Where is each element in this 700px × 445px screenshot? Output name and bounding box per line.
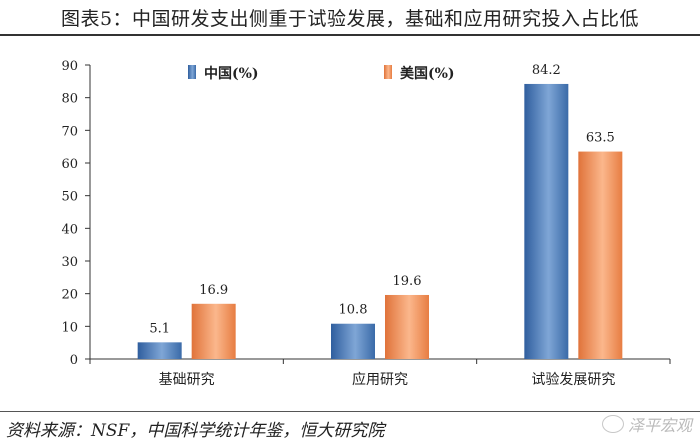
- bar-usa: [385, 294, 429, 359]
- bar-usa: [191, 303, 236, 359]
- chart-title: 图表5：中国研发支出侧重于试验发展，基础和应用研究投入占比低: [60, 8, 640, 30]
- bar-usa: [578, 151, 623, 359]
- y-tick-label: 60: [61, 157, 78, 172]
- data-label: 5.1: [149, 321, 170, 336]
- y-tick-label: 30: [61, 255, 78, 270]
- data-label: 84.2: [532, 63, 561, 78]
- legend-label: 美国(%): [400, 65, 455, 82]
- data-label: 10.8: [339, 303, 368, 318]
- wechat-icon: [601, 415, 624, 433]
- data-label: 16.9: [199, 283, 228, 298]
- watermark-text: 泽平宏观: [627, 416, 692, 435]
- x-tick-label: 试验发展研究: [531, 372, 615, 388]
- bar-china: [524, 83, 569, 360]
- data-label: 63.5: [586, 131, 615, 146]
- y-tick-label: 40: [61, 222, 78, 237]
- bar-china: [137, 342, 182, 359]
- y-tick-label: 80: [61, 92, 78, 107]
- bar-china: [331, 323, 375, 359]
- x-tick-label: 应用研究: [352, 371, 408, 388]
- y-tick-label: 70: [61, 124, 78, 139]
- watermark: 泽平宏观: [601, 412, 692, 436]
- y-tick-label: 0: [70, 353, 78, 368]
- y-tick-label: 90: [61, 59, 78, 74]
- x-tick-label: 基础研究: [159, 371, 215, 388]
- legend-label: 中国(%): [204, 65, 259, 82]
- source-note: 资料来源：NSF，中国科学统计年鉴，恒大研究院: [6, 421, 385, 441]
- y-tick-label: 50: [61, 190, 78, 205]
- bar-chart: 0 10 20 30 40 50 60 70 80 90 基础研究 应用研究 试验发展研究 5.1 16.…: [61, 59, 671, 388]
- legend-swatch: [384, 65, 392, 79]
- title-divider: [0, 34, 700, 36]
- y-tick-label: 10: [61, 320, 78, 335]
- legend-swatch: [188, 65, 196, 79]
- footer-divider: [0, 411, 700, 412]
- data-label: 19.6: [393, 274, 422, 289]
- y-tick-label: 20: [61, 288, 78, 303]
